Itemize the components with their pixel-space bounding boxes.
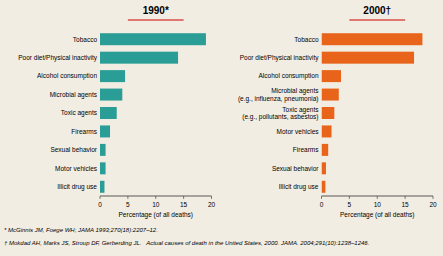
panel: 1990* Tobacco Poor diet/Physical inactivit… [18, 5, 215, 219]
x-tick-label: 15 [180, 201, 188, 208]
x-tick-label: 15 [402, 201, 410, 208]
category-label: Alcohol consumption [37, 72, 97, 80]
category-label-line: Sexual behavior [272, 165, 319, 172]
x-tick [183, 196, 184, 199]
background [0, 0, 443, 256]
bar [100, 144, 106, 156]
bar [100, 33, 206, 45]
x-tick [321, 196, 322, 199]
category-label: Poor diet/Physical inactivity [240, 54, 320, 62]
panel: 2000† Tobacco Poor diet/Physical inactivit… [238, 5, 437, 219]
category-label-line: Firearms [293, 146, 319, 153]
category-label: Firearms [293, 146, 319, 153]
category-label-line: (e.g., pollutants, asbestos) [242, 113, 318, 121]
bar [322, 52, 415, 64]
bar [100, 181, 104, 193]
footnote: * McGinnis JM, Foege WH; JAMA 1993;270(1… [4, 227, 158, 233]
title-underline [128, 19, 184, 20]
category-label-line: Motor vehicles [55, 165, 98, 172]
category-label: Illicit drug use [279, 183, 319, 191]
title: 1990* [143, 5, 169, 16]
title-underline [349, 19, 405, 20]
category-label-line: Poor diet/Physical inactivity [240, 54, 320, 62]
category-label-line: Tobacco [73, 36, 98, 43]
x-tick-label: 10 [152, 201, 160, 208]
category-label-line: Illicit drug use [279, 183, 319, 191]
x-tick [433, 196, 434, 199]
footnote: † Mokdad AH, Marks JS, Stroup DF, Gerber… [4, 240, 369, 246]
x-tick [405, 196, 406, 199]
category-label-line: Microbial agents [50, 91, 98, 99]
bar [322, 162, 326, 174]
title: 2000† [363, 5, 391, 16]
bar [322, 107, 335, 119]
category-label: Alcohol consumption [259, 72, 319, 80]
x-tick [155, 196, 156, 199]
bars [100, 33, 206, 193]
category-label-line: Motor vehicles [277, 128, 320, 135]
bar [322, 144, 329, 156]
category-label: Poor diet/Physical inactivity [18, 54, 98, 62]
category-label: Motor vehicles [55, 165, 98, 172]
category-label-line: Sexual behavior [50, 146, 97, 153]
category-label: Illicit drug use [57, 183, 97, 191]
bar [100, 107, 117, 119]
x-tick [377, 196, 378, 199]
category-label-line: Illicit drug use [57, 183, 97, 191]
x-tick-label: 5 [348, 201, 352, 208]
category-label-line: (e.g., influenza, pneumonia) [238, 95, 319, 103]
category-label: Tobacco [294, 36, 319, 43]
bar [100, 89, 122, 101]
x-tick-label: 0 [320, 201, 324, 208]
x-tick-label: 0 [98, 201, 102, 208]
category-label: Sexual behavior [272, 165, 319, 172]
category-label-line: Firearms [71, 128, 97, 135]
bar [100, 162, 106, 174]
bar [100, 125, 110, 137]
bars [322, 33, 423, 193]
category-label: Toxic agents [61, 109, 98, 117]
x-tick [211, 196, 212, 199]
category-label-line: Alcohol consumption [259, 72, 319, 80]
chart: 1990* Tobacco Poor diet/Physical inactivit… [0, 0, 443, 256]
x-tick-label: 5 [126, 201, 130, 208]
category-label-line: Tobacco [294, 36, 319, 43]
bar [100, 70, 125, 82]
x-tick [127, 196, 128, 199]
category-label: Toxic agents(e.g., pollutants, asbestos) [242, 106, 319, 122]
x-axis-label: Percentage (of all deaths) [340, 211, 414, 219]
category-label: Tobacco [73, 36, 98, 43]
category-label: Firearms [71, 128, 97, 135]
bar [322, 33, 423, 45]
bar [322, 89, 339, 101]
bar [100, 52, 178, 64]
category-label: Microbial agents(e.g., influenza, pneumo… [238, 87, 319, 103]
category-label: Microbial agents [50, 91, 98, 99]
bar [322, 125, 332, 137]
category-label-line: Toxic agents [61, 109, 98, 117]
x-tick-label: 20 [429, 201, 437, 208]
bar [322, 181, 326, 193]
category-label: Motor vehicles [277, 128, 320, 135]
bar [322, 70, 342, 82]
category-label-line: Alcohol consumption [37, 72, 97, 80]
x-tick [100, 196, 101, 199]
category-label: Sexual behavior [50, 146, 97, 153]
x-tick-label: 20 [208, 201, 216, 208]
category-label-line: Poor diet/Physical inactivity [18, 54, 98, 62]
x-axis-label: Percentage (of all deaths) [119, 211, 193, 219]
x-tick-label: 10 [374, 201, 382, 208]
x-tick [349, 196, 350, 199]
